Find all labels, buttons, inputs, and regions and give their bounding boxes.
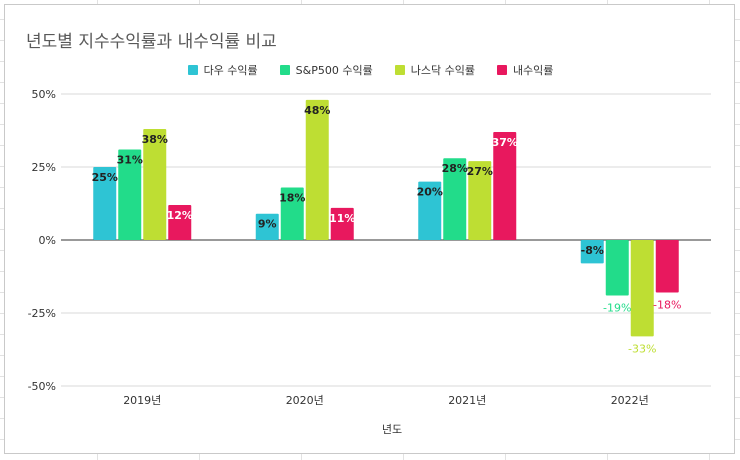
y-tick-label: -50% <box>28 380 56 393</box>
y-tick-label: -25% <box>28 307 56 320</box>
bar <box>605 240 629 296</box>
legend-label: 내수익률 <box>512 64 554 77</box>
x-axis-title: 년도 <box>382 423 402 436</box>
x-tick-label: 2020년 <box>286 394 324 407</box>
bar <box>655 240 679 293</box>
data-label: 18% <box>279 191 305 204</box>
legend-swatch <box>187 65 198 75</box>
chart-title: 년도별 지수수익률과 내수익률 비교 <box>26 32 277 52</box>
bar <box>493 131 517 240</box>
chart-plot-area: 50% 25% 0% -25% -50% 25% 31% 38% 12% 2019년 9% 18% 48… <box>28 88 711 436</box>
y-tick-label: 0% <box>39 234 56 247</box>
legend-item[interactable]: 나스닥 수익률 <box>394 62 475 78</box>
x-tick-label: 2022년 <box>611 394 649 407</box>
data-label: 9% <box>258 218 277 231</box>
bar <box>168 204 192 240</box>
bar <box>143 129 167 240</box>
y-tick-label: 25% <box>32 161 56 174</box>
legend-item[interactable]: 다우 수익률 <box>187 62 258 78</box>
data-label: 27% <box>467 165 493 178</box>
legend-label: 나스닥 수익률 <box>410 64 475 77</box>
data-label: 12% <box>167 209 193 222</box>
bar <box>630 240 654 337</box>
y-tick-label: 50% <box>32 88 56 101</box>
data-label: -18% <box>653 299 681 312</box>
data-label: -33% <box>628 342 656 355</box>
chart-legend: 다우 수익률 S&P500 수익률 나스닥 수익률 내수익률 <box>5 62 736 78</box>
data-label: 11% <box>329 212 355 225</box>
x-tick-label: 2021년 <box>448 394 486 407</box>
legend-swatch <box>496 65 507 75</box>
bar <box>93 167 117 240</box>
legend-item[interactable]: S&P500 수익률 <box>279 62 373 78</box>
bar <box>468 161 492 240</box>
data-label: 48% <box>304 104 330 117</box>
bar <box>443 158 467 240</box>
data-label: 20% <box>417 186 443 199</box>
x-tick-label: 2019년 <box>123 394 161 407</box>
chart-card[interactable]: 년도별 지수수익률과 내수익률 비교 다우 수익률 S&P500 수익률 나스닥 수… <box>4 4 735 454</box>
data-label: 25% <box>92 171 118 184</box>
legend-swatch <box>394 65 405 75</box>
data-label: -8% <box>581 244 604 257</box>
data-label: 37% <box>492 136 518 149</box>
legend-label: S&P500 수익률 <box>295 64 373 77</box>
legend-label: 다우 수익률 <box>203 64 258 77</box>
data-label: 28% <box>442 162 468 175</box>
legend-swatch <box>279 65 290 75</box>
bar <box>280 187 304 240</box>
bar <box>580 240 604 264</box>
data-label: 31% <box>117 153 143 166</box>
data-label: -19% <box>603 301 631 314</box>
bar <box>305 99 329 240</box>
bar <box>330 207 354 240</box>
bar <box>118 149 142 240</box>
bar <box>255 213 279 240</box>
legend-item[interactable]: 내수익률 <box>496 62 554 78</box>
data-label: 38% <box>142 133 168 146</box>
bar <box>418 181 442 240</box>
